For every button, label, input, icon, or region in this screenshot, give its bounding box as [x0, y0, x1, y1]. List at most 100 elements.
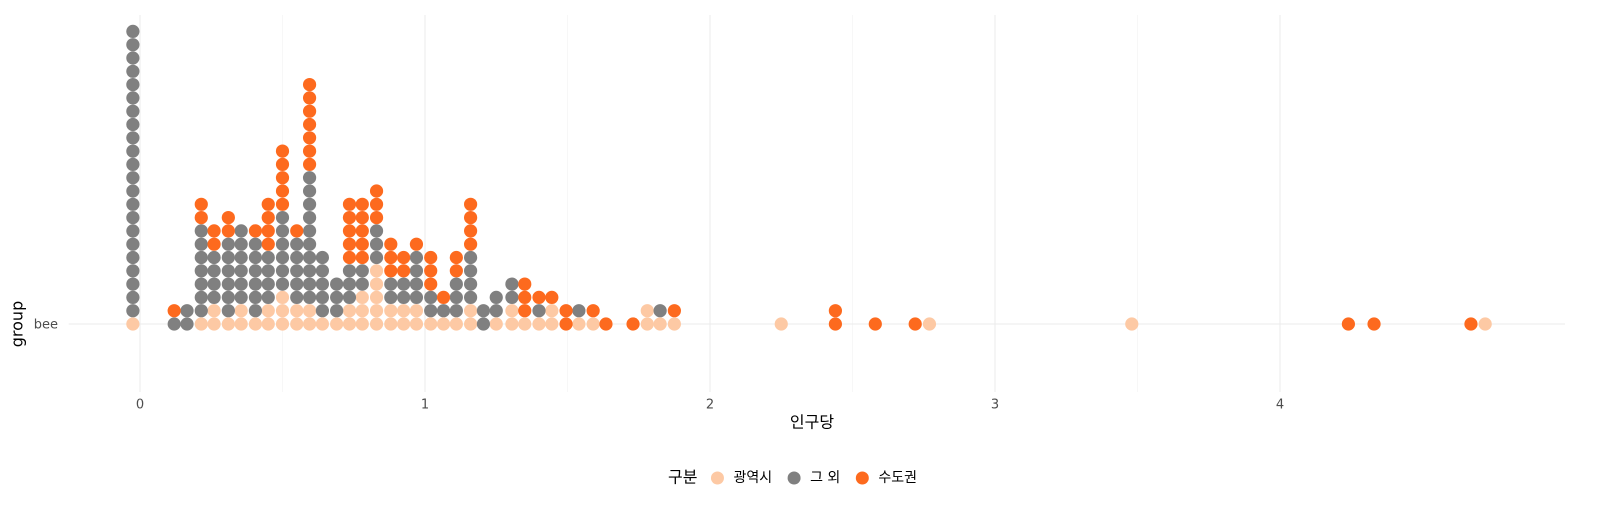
dot [518, 290, 532, 304]
dot [290, 277, 304, 291]
dot [1464, 317, 1478, 331]
dot [302, 104, 317, 118]
dot [126, 304, 140, 318]
dot [302, 317, 317, 331]
dot [342, 264, 357, 278]
dot [234, 264, 248, 278]
dot [302, 250, 317, 265]
dot [667, 304, 681, 318]
dot [342, 290, 357, 304]
dot [532, 290, 546, 304]
dot [261, 250, 275, 265]
dot [868, 317, 882, 331]
dot [355, 211, 369, 225]
dot [248, 277, 263, 291]
dot [221, 290, 235, 304]
dot [476, 304, 491, 318]
dot [532, 317, 546, 331]
dot [221, 304, 235, 318]
dot [126, 250, 140, 265]
dot [369, 290, 384, 304]
dot [384, 237, 398, 251]
dot [489, 304, 503, 318]
dot [180, 317, 194, 331]
dot [397, 317, 411, 331]
dot [369, 277, 384, 291]
dot [1478, 317, 1492, 331]
dot [355, 224, 369, 238]
dot [261, 304, 275, 318]
dot [505, 304, 519, 318]
dot [290, 224, 304, 238]
dot [774, 317, 788, 331]
dot [342, 250, 357, 265]
dot [449, 277, 463, 291]
dot [248, 264, 263, 278]
dot [126, 197, 140, 211]
dot [126, 157, 140, 171]
legend-marker [855, 471, 869, 485]
dot [449, 317, 463, 331]
dot [275, 184, 290, 198]
dot [261, 211, 275, 225]
dot [234, 250, 248, 265]
dot [126, 144, 140, 158]
dot [194, 277, 208, 291]
dot [640, 304, 654, 318]
dot [397, 264, 411, 278]
dot [409, 277, 424, 291]
dot [261, 290, 275, 304]
dot [397, 277, 411, 291]
dot [275, 237, 290, 251]
dot [424, 290, 438, 304]
dot [369, 184, 384, 198]
dot [302, 78, 317, 92]
dot [126, 131, 140, 145]
dot [194, 237, 208, 251]
dot [464, 197, 478, 211]
dot [302, 131, 317, 145]
dot [626, 317, 640, 331]
dot [397, 250, 411, 265]
dot [599, 317, 613, 331]
dot [653, 304, 667, 318]
dot [409, 290, 424, 304]
dot [449, 250, 463, 265]
dot [518, 317, 532, 331]
dot [302, 224, 317, 238]
x-tick-label: 2 [706, 398, 714, 413]
dot [248, 237, 263, 251]
dot [302, 264, 317, 278]
dot [126, 78, 140, 92]
dot [355, 304, 369, 318]
dot [126, 317, 140, 331]
dot [126, 290, 140, 304]
dot [369, 264, 384, 278]
dot [207, 250, 221, 265]
dot [207, 224, 221, 238]
dot [505, 317, 519, 331]
dot [234, 237, 248, 251]
dot [464, 317, 478, 331]
legend-label: 광역시 [733, 470, 772, 486]
dot [489, 290, 503, 304]
dot [355, 237, 369, 251]
y-axis-title: group [8, 301, 27, 347]
dot [207, 264, 221, 278]
dot [126, 264, 140, 278]
dot [355, 317, 369, 331]
dot [369, 237, 384, 251]
dot [290, 250, 304, 265]
dot [397, 290, 411, 304]
dot [653, 317, 667, 331]
dot [126, 224, 140, 238]
legend-label: 그 외 [810, 470, 840, 486]
dot [275, 277, 290, 291]
dot [330, 290, 344, 304]
dot [424, 317, 438, 331]
dot [275, 157, 290, 171]
dot [409, 264, 424, 278]
dot [355, 277, 369, 291]
y-tick-label: bee [34, 318, 58, 333]
dot [640, 317, 654, 331]
